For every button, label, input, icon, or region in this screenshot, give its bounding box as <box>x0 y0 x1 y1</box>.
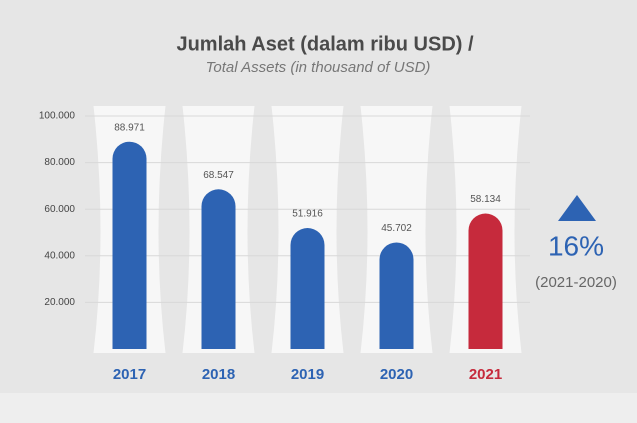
value-label: 68.547 <box>203 170 234 181</box>
x-tick-label: 2018 <box>202 366 235 383</box>
bar <box>290 228 325 349</box>
x-tick-label: 2019 <box>291 366 324 383</box>
up-arrow <box>558 195 596 221</box>
footer-band <box>0 393 637 423</box>
value-label: 45.702 <box>381 223 412 234</box>
bar <box>112 141 147 349</box>
y-tick-label: 60.000 <box>44 204 75 215</box>
bar <box>201 189 236 349</box>
y-tick-label: 80.000 <box>44 157 75 168</box>
bar <box>468 213 503 349</box>
bar <box>379 242 414 349</box>
chart-subtitle: Total Assets (in thousand of USD) <box>206 59 431 76</box>
value-label: 51.916 <box>292 209 323 220</box>
x-tick-label: 2017 <box>113 366 146 383</box>
change-period: (2021-2020) <box>535 274 617 291</box>
chart-title: Jumlah Aset (dalam ribu USD) / <box>176 33 474 55</box>
change-percent: 16% <box>548 230 604 261</box>
y-tick-label: 100.000 <box>39 111 76 122</box>
y-tick-label: 40.000 <box>44 250 75 261</box>
y-tick-label: 20.000 <box>44 297 75 308</box>
column-backdrop <box>360 106 433 353</box>
value-label: 58.134 <box>470 194 501 205</box>
x-tick-label: 2020 <box>380 366 413 383</box>
value-label: 88.971 <box>114 122 145 133</box>
x-tick-label: 2021 <box>469 366 502 383</box>
